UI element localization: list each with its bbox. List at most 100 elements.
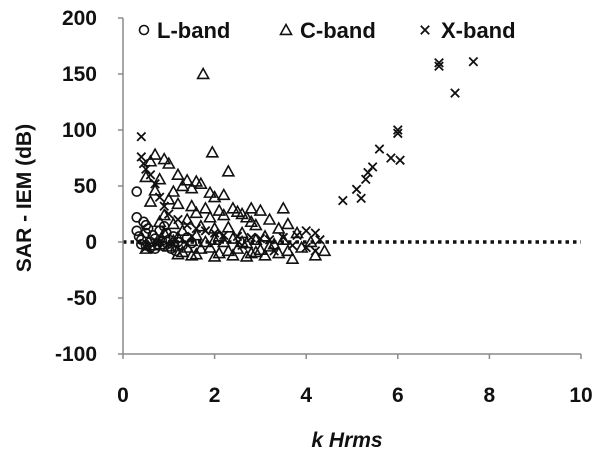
triangle-data-point <box>184 248 199 261</box>
triangle-data-point <box>171 196 185 210</box>
legend-label: L-band <box>157 18 230 43</box>
triangle-data-point <box>303 234 318 248</box>
triangle-data-point <box>189 205 204 219</box>
cross-data-point <box>255 233 266 244</box>
y-axis-title: SAR - IEM (dB) <box>13 124 36 272</box>
triangle-data-point <box>198 201 213 214</box>
y-tick-label: -100 <box>55 343 97 366</box>
triangle-data-point <box>148 183 162 196</box>
triangle-data-point <box>248 244 263 258</box>
triangle-data-point <box>221 243 236 257</box>
triangle-data-point <box>216 187 231 201</box>
x-axis-title: k Hrms <box>311 429 382 452</box>
triangle-data-point <box>171 167 185 180</box>
cross-data-point <box>138 158 149 169</box>
triangle-data-point <box>143 194 158 207</box>
cross-data-point <box>395 155 405 166</box>
cross-data-point <box>136 152 147 162</box>
cross-data-point <box>264 234 275 245</box>
triangle-data-point <box>248 218 263 231</box>
cross-data-point <box>434 61 444 71</box>
triangle-data-point <box>184 181 199 194</box>
triangle-data-point <box>216 234 231 248</box>
cross-data-point <box>301 225 312 236</box>
cross-data-point <box>246 232 257 243</box>
cross-data-point <box>434 57 444 68</box>
cross-data-point <box>310 228 321 238</box>
triangle-data-point <box>262 212 277 225</box>
cross-data-point <box>356 193 366 204</box>
triangle-data-point <box>166 184 181 197</box>
cross-data-point <box>154 237 165 247</box>
triangle-data-point <box>203 185 217 198</box>
triangle-data-point <box>175 223 190 236</box>
triangle-data-point <box>281 216 295 230</box>
triangle-data-point <box>207 190 222 203</box>
x-tick-label: 0 <box>117 384 129 407</box>
triangle-data-point <box>171 230 185 243</box>
legend: L-band C-band X-band <box>138 18 516 43</box>
cross-data-point <box>315 234 325 245</box>
cross-data-point <box>310 246 321 256</box>
triangle-data-point <box>285 251 300 265</box>
series-x-band <box>136 56 479 256</box>
cross-data-point <box>287 240 298 251</box>
cross-data-point <box>392 128 403 139</box>
legend-circle-marker <box>138 24 150 36</box>
legend-label: C-band <box>300 18 376 43</box>
cross-data-point <box>186 231 197 242</box>
legend-label: X-band <box>441 18 516 43</box>
triangle-data-point <box>212 203 227 216</box>
triangle-data-point <box>184 199 199 212</box>
cross-data-point <box>154 192 165 203</box>
triangle-data-point <box>203 240 217 253</box>
y-tick-label: 0 <box>85 231 97 254</box>
triangle-data-point <box>161 192 176 205</box>
cross-data-point <box>141 242 151 253</box>
triangle-data-point <box>198 234 213 248</box>
triangle-data-point <box>175 178 190 192</box>
triangle-data-point <box>281 243 295 257</box>
triangle-data-point <box>194 241 208 254</box>
cross-data-point <box>351 184 362 195</box>
cross-data-point <box>168 239 179 250</box>
triangle-data-point <box>157 151 172 165</box>
triangle-data-point <box>226 201 240 214</box>
x-tick-label: 2 <box>209 384 221 407</box>
triangle-data-point <box>161 156 176 169</box>
y-tick-label: 150 <box>62 63 97 86</box>
x-tick-label: 6 <box>392 384 404 407</box>
cross-data-point <box>136 131 147 142</box>
cross-data-point <box>182 220 192 231</box>
triangle-data-point <box>317 243 332 257</box>
cross-data-point <box>468 56 479 67</box>
triangle-data-point <box>253 203 268 216</box>
x-tick-label: 8 <box>484 384 496 407</box>
legend-item-l-band: L-band <box>138 18 230 43</box>
triangle-data-point <box>207 249 222 262</box>
cross-data-point <box>163 209 174 219</box>
cross-data-point <box>374 144 385 154</box>
legend-cross-marker <box>420 25 430 35</box>
cross-data-point <box>278 232 289 243</box>
triangle-data-point <box>244 214 259 228</box>
y-tick-label: 200 <box>62 7 97 30</box>
triangle-data-point <box>239 249 254 262</box>
triangle-data-point <box>205 145 220 158</box>
triangle-data-point <box>152 214 167 228</box>
triangle-data-point <box>271 221 286 234</box>
cross-data-point <box>386 153 396 163</box>
triangle-data-point <box>258 248 272 261</box>
triangle-data-point <box>244 201 259 214</box>
legend-item-c-band: C-band <box>279 18 376 43</box>
triangle-data-point <box>194 176 208 189</box>
triangle-data-point <box>139 241 153 254</box>
triangle-data-point <box>152 172 167 185</box>
plot-area <box>123 56 581 265</box>
cross-data-point <box>301 242 312 253</box>
triangle-data-point <box>235 206 249 220</box>
x-tick-label: 4 <box>300 384 312 407</box>
cross-data-point <box>159 201 170 211</box>
